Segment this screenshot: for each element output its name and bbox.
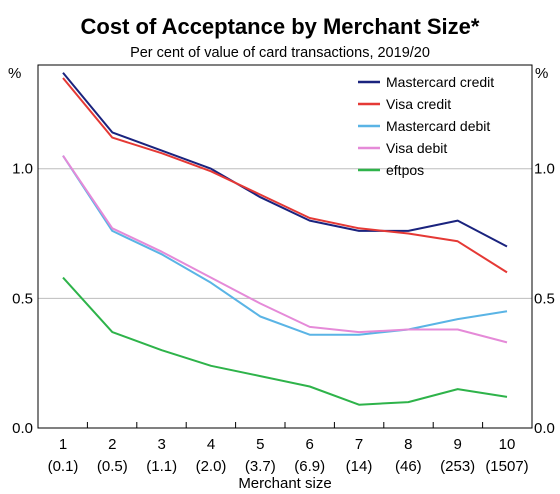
x-tick-label: 4 xyxy=(207,436,215,453)
x-tick-sublabel: (46) xyxy=(395,458,422,475)
legend-label-visa-debit: Visa debit xyxy=(386,140,447,156)
x-tick-label: 2 xyxy=(108,436,116,453)
y-tick-label-right: 0.0 xyxy=(534,420,555,437)
x-tick-label: 9 xyxy=(453,436,461,453)
x-tick-sublabel: (14) xyxy=(346,458,373,475)
series-line-eftpos xyxy=(62,276,508,406)
x-tick-label: 7 xyxy=(355,436,363,453)
y-tick-label-left: 0.0 xyxy=(12,420,33,437)
x-tick-sublabel: (0.5) xyxy=(97,458,128,475)
series-line-visa-credit xyxy=(62,77,508,274)
x-tick-sublabel: (2.0) xyxy=(196,458,227,475)
x-tick-label: 3 xyxy=(157,436,165,453)
legend-label-mastercard-debit: Mastercard debit xyxy=(386,118,490,134)
x-tick-label: 1 xyxy=(59,436,67,453)
series-lines xyxy=(62,72,508,406)
y-tick-label-left: 0.5 xyxy=(12,290,33,307)
x-tick-sublabel: (6.9) xyxy=(294,458,325,475)
x-tick-label: 6 xyxy=(305,436,313,453)
legend-label-eftpos: eftpos xyxy=(386,162,424,178)
chart-subtitle: Per cent of value of card transactions, … xyxy=(130,45,430,61)
series-line-mastercard-credit xyxy=(62,72,508,248)
series-line-mastercard-debit xyxy=(62,155,508,336)
x-tick-sublabel: (1.1) xyxy=(146,458,177,475)
x-tick-label: 5 xyxy=(256,436,264,453)
y-tick-label-right: 1.0 xyxy=(534,161,555,178)
x-tick-label: 8 xyxy=(404,436,412,453)
x-tick-sublabel: (3.7) xyxy=(245,458,276,475)
y-tick-label-right: 0.5 xyxy=(534,290,555,307)
grid-lines xyxy=(38,168,532,299)
chart-title: Cost of Acceptance by Merchant Size* xyxy=(81,14,480,39)
x-tick-sublabel: (0.1) xyxy=(48,458,79,475)
legend: Mastercard credit Visa credit Mastercard d… xyxy=(358,74,494,178)
x-tick-sublabel: (253) xyxy=(440,458,475,475)
x-tick-label: 10 xyxy=(499,436,516,453)
y-tick-label-left: 1.0 xyxy=(12,161,33,178)
axis-ticks: 0.0 0.0 0.5 0.5 1.0 1.0 1 (0.1) 2 (0.5) 3 (1.1) 4 (2.… xyxy=(12,161,555,475)
y-unit-right: % xyxy=(535,65,548,82)
series-line-visa-debit xyxy=(62,155,508,344)
legend-label-mastercard-credit: Mastercard credit xyxy=(386,74,494,90)
y-unit-left: % xyxy=(8,65,21,82)
x-tick-sublabel: (1507) xyxy=(485,458,528,475)
x-axis-label: Merchant size xyxy=(238,475,331,492)
legend-label-visa-credit: Visa credit xyxy=(386,96,451,112)
